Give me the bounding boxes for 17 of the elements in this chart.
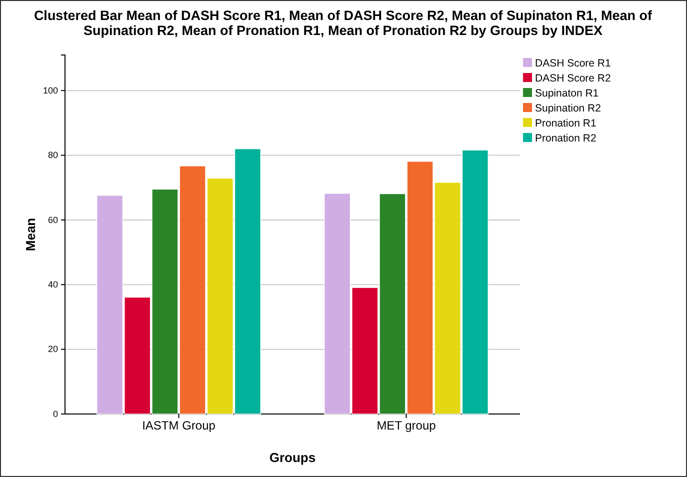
x-tick-label: IASTM Group <box>142 418 216 433</box>
legend-label: DASH Score R1 <box>535 58 612 70</box>
legend-label: Pronation R2 <box>535 132 596 144</box>
legend-label: Supination R2 <box>535 102 602 114</box>
x-axis-title: Groups <box>269 450 316 465</box>
y-tick-label: 100 <box>42 85 58 96</box>
y-tick-label: 60 <box>48 214 58 225</box>
legend-label: DASH Score R2 <box>535 72 612 84</box>
y-tick-label: 40 <box>48 280 58 290</box>
legend-label: Supinaton R1 <box>535 88 599 100</box>
chart-title: Clustered Bar Mean of DASH Score R1, Mean of DASH Score R2, Mean of Supinaton R1, Mean of Supination R2, Mean of Pronation R1, Mean of Pronation R2 by Groups by INDEX <box>34 8 653 38</box>
y-tick-label: 20 <box>48 344 58 354</box>
legend-label: Pronation R1 <box>535 118 596 130</box>
y-tick-label: 80 <box>48 150 58 160</box>
y-axis-title: Mean <box>23 218 38 252</box>
x-tick-label: MET group <box>376 418 436 433</box>
y-tick-label: 0 <box>52 408 58 419</box>
